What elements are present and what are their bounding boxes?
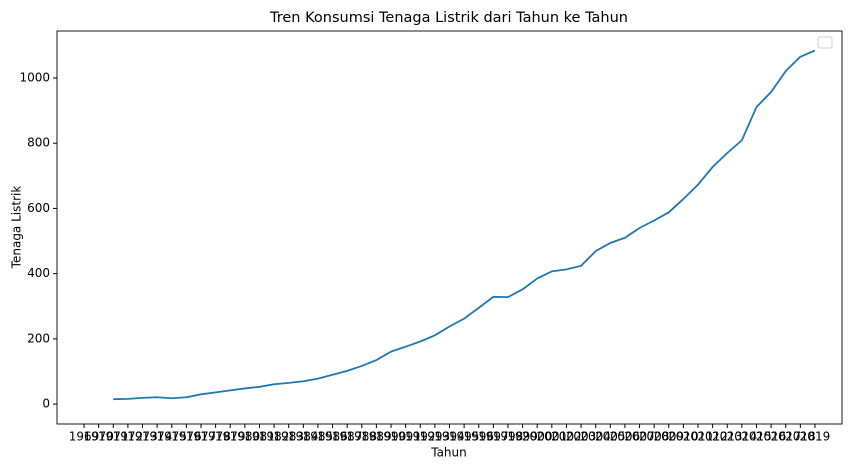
- x-tick-label: 2003: [566, 430, 597, 444]
- x-tick-label: 1970: [83, 430, 114, 444]
- x-tick-label: 1993: [420, 430, 451, 444]
- x-tick-label: 1994: [434, 430, 465, 444]
- x-tick-label: 1990: [376, 430, 407, 444]
- x-tick-label: 1977: [186, 430, 217, 444]
- x-tick-label: 1974: [142, 430, 173, 444]
- x-tick-label: 1971: [98, 430, 129, 444]
- x-tick-label: 2013: [712, 430, 743, 444]
- x-tick-label: 1975: [156, 430, 187, 444]
- x-tick-label: 1979: [215, 430, 246, 444]
- x-tick-label: 2007: [624, 430, 655, 444]
- x-tick-label: 1972: [113, 430, 144, 444]
- y-tick-label: 800: [27, 136, 50, 150]
- x-tick-label: 1982: [259, 430, 290, 444]
- x-tick-label: 1995: [449, 430, 480, 444]
- x-tick-label: 2018: [785, 430, 816, 444]
- x-tick-label: 2014: [727, 430, 758, 444]
- chart-title: Tren Konsumsi Tenaga Listrik dari Tahun …: [269, 10, 628, 26]
- x-tick-label: 1989: [361, 430, 392, 444]
- x-tick-label: 2011: [683, 430, 714, 444]
- x-tick-label: 1981: [244, 430, 275, 444]
- y-axis-label: Tenaga Listrik: [10, 186, 24, 270]
- x-tick-label: 2016: [756, 430, 787, 444]
- x-tick-label: 2019: [800, 430, 831, 444]
- x-tick-label: 1987: [332, 430, 363, 444]
- x-tick-label: 1991: [390, 430, 421, 444]
- y-tick-label: 0: [42, 397, 50, 411]
- x-tick-label: 2015: [741, 430, 772, 444]
- x-tick-label: 2012: [697, 430, 728, 444]
- x-tick-label: 2017: [770, 430, 801, 444]
- x-tick-label: 1978: [200, 430, 231, 444]
- x-tick-label: 2010: [668, 430, 699, 444]
- y-tick-label: 1000: [19, 70, 50, 84]
- x-tick-label: 1980: [230, 430, 261, 444]
- x-axis-label: Tahun: [430, 446, 467, 460]
- x-tick-label: 2004: [580, 430, 611, 444]
- y-tick-label: 200: [27, 331, 50, 345]
- x-tick-label: 1984: [288, 430, 319, 444]
- x-tick-label: 1996: [463, 430, 494, 444]
- x-tick-label: 1973: [127, 430, 158, 444]
- x-tick-label: 1997: [478, 430, 509, 444]
- legend-box: [817, 36, 833, 49]
- x-tick-label: 1976: [171, 430, 202, 444]
- x-tick-label: 2000: [522, 430, 553, 444]
- x-tick-label: 1985: [303, 430, 334, 444]
- x-tick-label: 1986: [317, 430, 348, 444]
- x-tick-label: 1983: [273, 430, 304, 444]
- x-tick-label: 2006: [610, 430, 641, 444]
- plot-frame: [56, 30, 843, 425]
- y-tick-label: 600: [27, 201, 50, 215]
- x-tick-label: 1988: [347, 430, 378, 444]
- x-tick-label: 2005: [595, 430, 626, 444]
- x-tick-label: 2002: [551, 430, 582, 444]
- x-tick-label: 2001: [537, 430, 568, 444]
- data-line: [113, 49, 816, 401]
- y-tick-label: 400: [27, 266, 50, 280]
- x-tick-label: 2009: [654, 430, 685, 444]
- x-tick-label: 1998: [493, 430, 524, 444]
- x-tick-label: 1969: [69, 430, 100, 444]
- x-tick-label: 1992: [405, 430, 436, 444]
- x-tick-label: 2008: [639, 430, 670, 444]
- x-tick-label: 1999: [507, 430, 538, 444]
